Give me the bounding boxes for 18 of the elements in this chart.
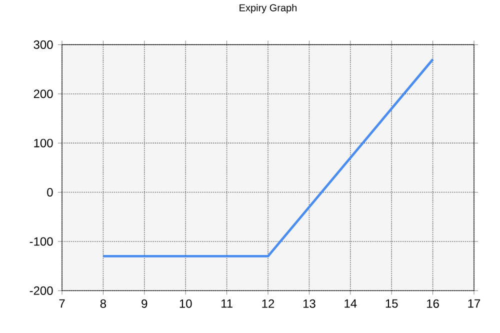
- x-tick-label: 12: [262, 299, 274, 308]
- y-tick-label: 300: [34, 40, 53, 49]
- x-tick-label: 10: [180, 299, 192, 308]
- y-tick-label: 0: [47, 188, 53, 196]
- y-tick-label: 100: [34, 138, 53, 148]
- x-tick-label: 8: [100, 299, 106, 308]
- x-tick-label: 9: [142, 299, 148, 308]
- x-tick-label: 15: [386, 299, 398, 308]
- x-tick-label: 7: [59, 299, 65, 308]
- x-tick-label: 16: [427, 299, 439, 308]
- x-tick-label: 11: [221, 299, 232, 308]
- y-tick-label: -200: [30, 286, 53, 295]
- x-tick-label: 14: [344, 299, 357, 308]
- x-tick-label: 13: [303, 299, 316, 308]
- y-tick-label: -100: [30, 237, 53, 246]
- y-tick-label: 200: [34, 89, 53, 98]
- x-tick-label: 17: [468, 299, 480, 308]
- chart-title: Expiry Graph: [240, 4, 297, 14]
